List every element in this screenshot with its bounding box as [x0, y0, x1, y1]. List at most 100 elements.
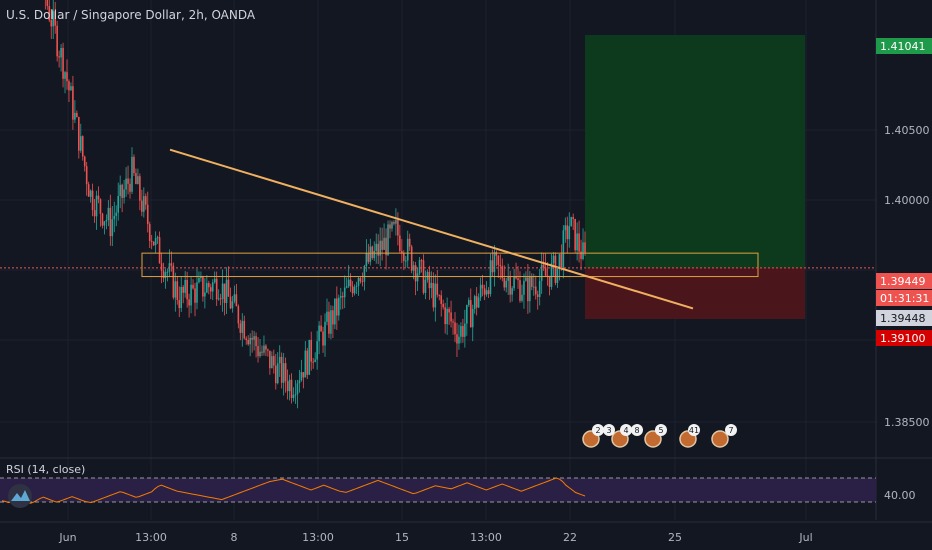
candle-body [395, 220, 397, 224]
event-badge [603, 424, 615, 436]
candle-body [578, 233, 580, 252]
candle-body [347, 279, 350, 287]
candle-body [460, 326, 462, 337]
candle-body [144, 196, 147, 205]
candle-body [328, 311, 330, 334]
candle-body [54, 11, 56, 26]
candle-body [66, 72, 68, 82]
candle-body [225, 279, 228, 304]
candle-body [265, 345, 267, 350]
candle-body [276, 363, 279, 384]
candle-body [487, 290, 490, 294]
candle-body [284, 363, 287, 382]
candle-body [448, 308, 450, 313]
candle-body [50, 20, 53, 27]
candle-body [434, 283, 437, 308]
candle-body [298, 380, 301, 384]
candle-body [139, 176, 141, 201]
candle-body [517, 278, 519, 281]
price-label-box [876, 310, 932, 326]
candle-body [485, 290, 488, 295]
candle-body [359, 278, 362, 282]
rsi-label: RSI (14, close) [6, 463, 86, 476]
candle-body [320, 325, 322, 332]
candle-body [294, 394, 297, 396]
candle-body [213, 278, 216, 283]
candle-body [523, 280, 525, 295]
candle-body [273, 356, 275, 366]
candle-body [152, 241, 155, 246]
candle-body [121, 184, 123, 198]
candle-body [554, 255, 557, 283]
candle-body [318, 325, 320, 342]
candle-body [355, 285, 358, 287]
candle-body [204, 292, 206, 297]
candle-body [271, 356, 273, 369]
candle-body [209, 287, 212, 292]
candle-body [72, 86, 74, 120]
candle-body [79, 136, 82, 151]
candle-body [509, 276, 511, 295]
candle-body [479, 284, 482, 298]
candle-body [247, 339, 249, 345]
candle-body [150, 240, 153, 242]
candle-body [143, 196, 145, 212]
candle-body [462, 326, 464, 337]
candle-body [292, 394, 295, 398]
candle-body [62, 47, 64, 79]
candle-body [505, 280, 508, 288]
time-tick-label: Jul [798, 531, 812, 544]
candle-body [365, 253, 368, 266]
candle-body [373, 250, 376, 259]
candle-body [127, 178, 129, 184]
candle-body [206, 283, 208, 293]
candle-body [452, 321, 454, 323]
candle-body [570, 217, 573, 227]
candle-body [572, 217, 574, 219]
candle-body [536, 294, 539, 298]
event-badge [725, 424, 737, 436]
rsi-line [1, 477, 586, 504]
price-tick-label: 1.40500 [884, 124, 930, 137]
candle-body [324, 321, 326, 346]
candle-body [263, 345, 265, 353]
candle-body [336, 298, 338, 316]
candle-body [414, 265, 417, 282]
candle-body [450, 312, 452, 322]
candle-body [534, 286, 537, 295]
rsi-tick-label: 40.00 [884, 489, 916, 502]
candles [44, 0, 586, 409]
price-label-countdown: 01:31:31 [880, 292, 929, 305]
event-badge [631, 424, 643, 436]
candle-body [338, 297, 340, 316]
candle-body [363, 265, 366, 282]
candle-body [471, 308, 474, 328]
candle-body [97, 195, 100, 200]
logo-icon [8, 484, 32, 508]
candle-body [330, 310, 332, 334]
candle-body [371, 246, 374, 259]
candle-body [314, 359, 316, 362]
candle-body [477, 297, 480, 308]
event-flag-icon [644, 430, 662, 448]
candle-body [93, 210, 96, 217]
candle-body [552, 255, 555, 264]
event-markers: 2 3 4 8 5 41 7 [582, 424, 737, 448]
candle-body [345, 286, 348, 288]
candle-body [491, 260, 494, 273]
candle-body [410, 246, 413, 271]
candle-body [349, 279, 352, 287]
candle-body [243, 320, 246, 339]
candle-body [101, 213, 104, 226]
candle-body [511, 288, 513, 295]
candle-body [308, 339, 311, 375]
candle-body [233, 294, 236, 302]
candle-body [68, 81, 70, 91]
price-label-stop: 1.39100 [880, 332, 926, 345]
candle-body [304, 350, 307, 378]
candle-body [381, 240, 383, 250]
candle-body [188, 299, 190, 306]
candle-body [278, 356, 281, 364]
